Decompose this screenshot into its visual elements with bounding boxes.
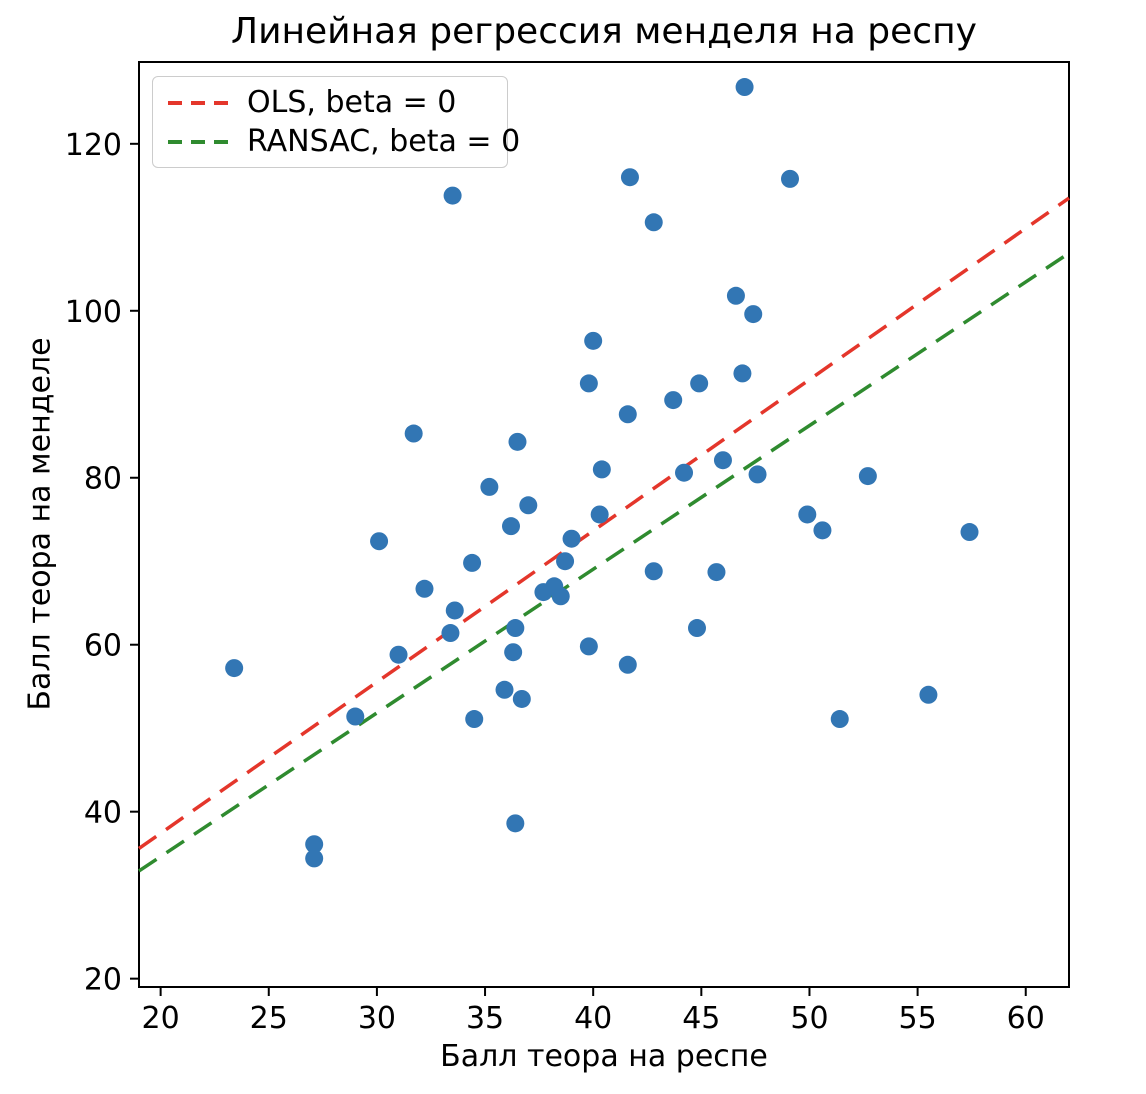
data-point: [644, 213, 663, 232]
data-point: [781, 169, 799, 188]
ransac-dash-swatch: [168, 139, 230, 144]
data-point: [620, 168, 639, 187]
data-point: [618, 405, 637, 424]
data-point: [463, 553, 482, 572]
data-point: [519, 496, 538, 515]
data-point: [960, 523, 979, 542]
y-tick-label: 80: [84, 462, 122, 497]
data-point: [346, 707, 365, 726]
data-point: [744, 305, 763, 324]
data-point: [506, 619, 525, 638]
ols-regression-line: [137, 196, 1071, 850]
data-point: [506, 814, 525, 833]
y-tick-label: 100: [65, 295, 122, 330]
data-point: [813, 521, 832, 540]
data-point: [370, 532, 389, 551]
data-point: [305, 835, 324, 854]
data-point: [733, 364, 752, 383]
x-tick-label: 40: [574, 1001, 612, 1036]
data-point: [664, 391, 683, 410]
data-point: [644, 562, 663, 581]
data-point: [556, 552, 575, 571]
data-point: [465, 710, 484, 729]
data-point: [919, 685, 938, 704]
legend-label-ols: OLS, beta = 0: [247, 84, 457, 120]
x-tick-label: 35: [466, 1001, 504, 1036]
y-tick-label: 40: [84, 796, 122, 831]
x-tick-label: 25: [250, 1001, 288, 1036]
data-point: [404, 424, 423, 443]
data-point: [713, 451, 732, 470]
data-point: [590, 505, 609, 524]
data-point: [443, 186, 462, 205]
data-point: [579, 637, 598, 656]
data-point: [584, 331, 603, 350]
data-point: [748, 465, 767, 484]
ols-dash-swatch: [168, 100, 230, 105]
ransac-regression-line: [138, 251, 1070, 873]
data-point: [225, 659, 244, 678]
legend-label-ransac: RANSAC, beta = 0: [247, 123, 521, 159]
data-point: [480, 477, 499, 496]
data-point: [508, 432, 527, 451]
x-tick-label: 50: [790, 1001, 828, 1036]
data-point: [690, 374, 709, 393]
data-point: [389, 645, 408, 664]
x-tick-label: 30: [358, 1001, 396, 1036]
y-tick-label: 20: [84, 963, 122, 998]
legend: OLS, beta = 0 RANSAC, beta = 0: [152, 76, 520, 168]
data-point: [798, 505, 817, 524]
data-point: [441, 624, 460, 643]
data-point: [579, 374, 598, 393]
x-tick-label: 20: [142, 1001, 180, 1036]
data-point: [415, 579, 434, 598]
x-tick-label: 55: [899, 1001, 937, 1036]
data-point: [592, 460, 611, 479]
x-axis-label: Балл теора на респе: [440, 1039, 768, 1074]
data-point: [675, 463, 694, 482]
data-point: [495, 680, 514, 699]
axes-frame: [138, 61, 1070, 988]
x-tick-label: 45: [682, 1001, 720, 1036]
data-point: [830, 710, 849, 729]
data-point: [504, 643, 523, 662]
data-point: [562, 529, 581, 548]
chart-title: Линейная регрессия менделя на респу: [231, 11, 977, 52]
data-point: [726, 286, 745, 305]
legend-item-ols: OLS, beta = 0: [167, 84, 497, 120]
data-point: [305, 849, 324, 868]
data-point: [502, 517, 520, 536]
data-point: [618, 655, 637, 674]
data-point: [512, 689, 531, 708]
data-point: [551, 587, 570, 606]
data-point: [858, 467, 877, 486]
data-point: [735, 78, 754, 97]
data-point: [707, 563, 726, 582]
y-tick-label: 120: [65, 128, 122, 163]
data-point: [445, 601, 464, 620]
data-point: [688, 619, 706, 638]
y-tick-label: 60: [84, 629, 122, 664]
legend-item-ransac: RANSAC, beta = 0: [167, 124, 520, 159]
x-tick-label: 60: [1007, 1001, 1045, 1036]
